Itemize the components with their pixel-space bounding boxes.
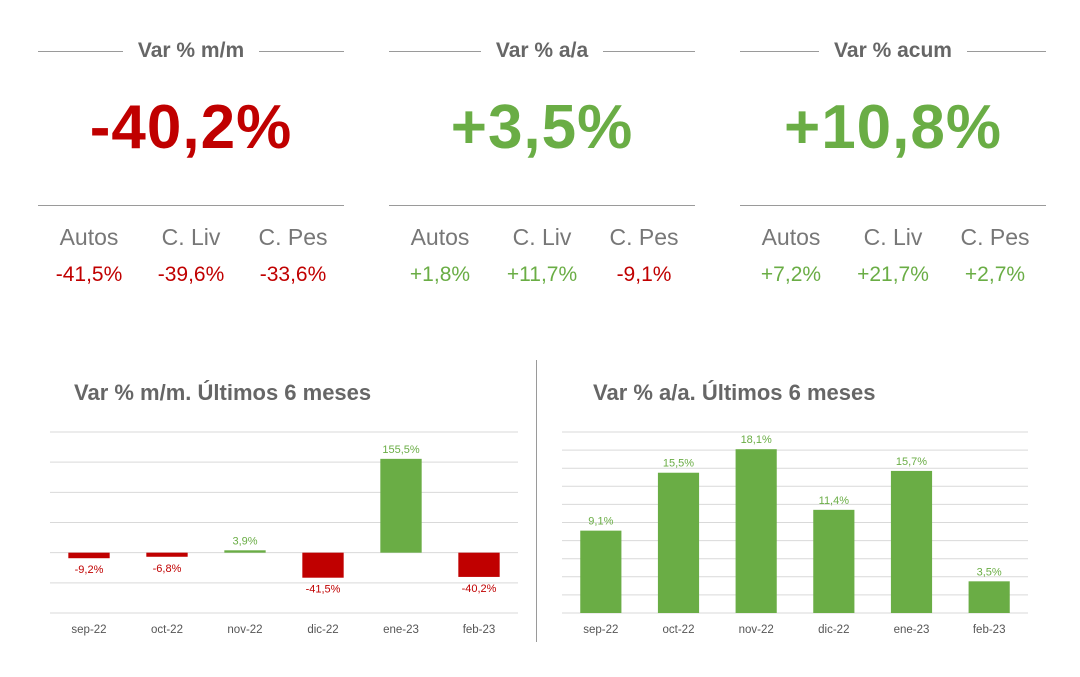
- kpi-acum-breakdown: Autos +7,2% C. Liv +21,7% C. Pes +2,7%: [740, 222, 1046, 289]
- kpi-mm-cpes-label: C. Pes: [258, 224, 328, 250]
- x-tick-dic-22: dic-22: [818, 624, 849, 636]
- kpi-mm-cpes-value: -33,6%: [259, 263, 327, 286]
- chart-aa-title: Var % a/a. Últimos 6 meses: [593, 380, 876, 405]
- kpi-mm-header-line-right: [259, 50, 345, 52]
- data-label-dic-22: 11,4%: [819, 495, 850, 507]
- x-tick-sep-22: sep-22: [583, 624, 618, 636]
- kpi-aa-rule: [389, 205, 695, 206]
- x-tick-sep-22: sep-22: [71, 624, 106, 636]
- data-label-sep-22: 9,1%: [588, 516, 613, 528]
- kpi-aa-value: +3,5%: [450, 93, 634, 162]
- kpi-aa-cliv-value: +11,7%: [506, 263, 578, 286]
- x-tick-feb-23: feb-23: [973, 624, 1006, 636]
- kpi-mm-title: Var % m/m: [137, 39, 245, 62]
- bar-dic-22: [813, 509, 855, 613]
- kpi-mm-autos: Autos -41,5%: [38, 222, 140, 289]
- kpi-mm-breakdown: Autos -41,5% C. Liv -39,6% C. Pes -33,6%: [38, 222, 344, 289]
- bar-dic-22: [302, 552, 344, 578]
- kpi-acum-cliv-label: C. Liv: [863, 224, 923, 250]
- x-tick-oct-22: oct-22: [663, 624, 695, 636]
- chart-mm: -9,2% sep-22 -6,8% oct-22 3,9% nov-22 -41,5% di…: [50, 431, 518, 636]
- charts-divider: [536, 360, 537, 642]
- kpi-mm-cpes: C. Pes -33,6%: [242, 222, 344, 289]
- bar-nov-22: [735, 449, 777, 613]
- chart-mm-title: Var % m/m. Últimos 6 meses: [74, 380, 372, 405]
- bar-oct-22: [657, 472, 700, 613]
- kpi-acum-autos-label: Autos: [761, 224, 821, 250]
- kpi-mm: Var % m/m -40,2% Autos -41,5% C. Liv -39…: [38, 0, 345, 300]
- data-label-dic-22: -41,5%: [306, 584, 341, 596]
- kpi-aa-autos-value: +1,8%: [409, 263, 471, 286]
- x-tick-ene-23: ene-23: [383, 624, 419, 636]
- bar-sep-22: [580, 530, 622, 613]
- bar-nov-22: [224, 550, 266, 553]
- kpi-acum-rule: [740, 205, 1046, 206]
- x-tick-ene-23: ene-23: [894, 624, 930, 636]
- kpi-aa-autos: Autos +1,8%: [389, 222, 491, 289]
- kpi-aa-header-line-left: [389, 50, 481, 52]
- data-label-feb-23: 3,5%: [977, 566, 1002, 578]
- kpi-aa-cliv-label: C. Liv: [512, 224, 572, 250]
- x-tick-dic-22: dic-22: [307, 624, 338, 636]
- data-label-oct-22: 15,5%: [663, 458, 694, 470]
- kpi-mm-rule: [38, 205, 344, 206]
- kpi-aa-cpes: C. Pes -9,1%: [593, 222, 695, 289]
- kpi-mm-cliv-value: -39,6%: [157, 263, 225, 286]
- data-label-feb-23: -40,2%: [462, 583, 497, 595]
- kpi-aa-autos-label: Autos: [410, 224, 470, 250]
- kpi-aa-cpes-label: C. Pes: [609, 224, 679, 250]
- kpi-mm-header-line-left: [38, 50, 123, 52]
- data-label-nov-22: 18,1%: [741, 434, 772, 446]
- data-label-sep-22: -9,2%: [75, 564, 104, 576]
- kpi-mm-cliv-label: C. Liv: [161, 224, 221, 250]
- kpi-mm-autos-label: Autos: [59, 224, 119, 250]
- x-tick-feb-23: feb-23: [463, 624, 496, 636]
- kpi-acum-header-line-right: [966, 50, 1046, 52]
- kpi-acum-cliv-value: +21,7%: [857, 263, 929, 286]
- kpi-acum-value: +10,8%: [783, 93, 1002, 162]
- kpi-acum: Var % acum +10,8% Autos +7,2% C. Liv +21…: [740, 0, 1046, 300]
- kpi-mm-value: -40,2%: [89, 93, 293, 162]
- kpi-acum-cpes-label: C. Pes: [960, 224, 1030, 250]
- bar-ene-23: [380, 458, 422, 553]
- kpi-acum-title: Var % acum: [834, 39, 952, 62]
- kpi-aa-header-line-right: [603, 50, 696, 52]
- kpi-aa-breakdown: Autos +1,8% C. Liv +11,7% C. Pes -9,1%: [389, 222, 695, 289]
- bar-oct-22: [146, 552, 188, 557]
- kpi-acum-cliv: C. Liv +21,7%: [842, 222, 944, 289]
- kpi-acum-header-line-left: [740, 50, 820, 52]
- kpi-aa-cpes-value: -9,1%: [616, 263, 672, 286]
- bar-sep-22: [68, 552, 110, 559]
- chart-aa: 9,1% sep-22 15,5% oct-22 18,1% nov-22 11,4% dic…: [562, 431, 1028, 636]
- data-label-ene-23: 15,7%: [896, 456, 927, 468]
- kpi-mm-cliv: C. Liv -39,6%: [140, 222, 242, 289]
- kpi-aa-title: Var % a/a: [495, 39, 589, 62]
- x-tick-nov-22: nov-22: [739, 624, 774, 636]
- x-tick-nov-22: nov-22: [227, 624, 262, 636]
- kpi-acum-cpes-value: +2,7%: [964, 263, 1026, 286]
- data-label-ene-23: 155,5%: [382, 444, 420, 456]
- bar-feb-23: [968, 581, 1010, 613]
- kpi-acum-autos: Autos +7,2%: [740, 222, 842, 289]
- kpi-acum-header: Var % acum: [740, 38, 1046, 64]
- kpi-mm-autos-value: -41,5%: [55, 263, 123, 286]
- kpi-aa-cliv: C. Liv +11,7%: [491, 222, 593, 289]
- data-label-oct-22: -6,8%: [153, 563, 182, 575]
- kpi-acum-cpes: C. Pes +2,7%: [944, 222, 1046, 289]
- bar-ene-23: [890, 470, 933, 613]
- kpi-acum-autos-value: +7,2%: [760, 263, 822, 286]
- kpi-aa: Var % a/a +3,5% Autos +1,8% C. Liv +11,7…: [389, 0, 696, 300]
- bar-feb-23: [458, 552, 500, 577]
- kpi-mm-header: Var % m/m: [38, 38, 345, 64]
- x-tick-oct-22: oct-22: [151, 624, 183, 636]
- data-label-nov-22: 3,9%: [232, 535, 257, 547]
- kpi-aa-header: Var % a/a: [389, 38, 696, 64]
